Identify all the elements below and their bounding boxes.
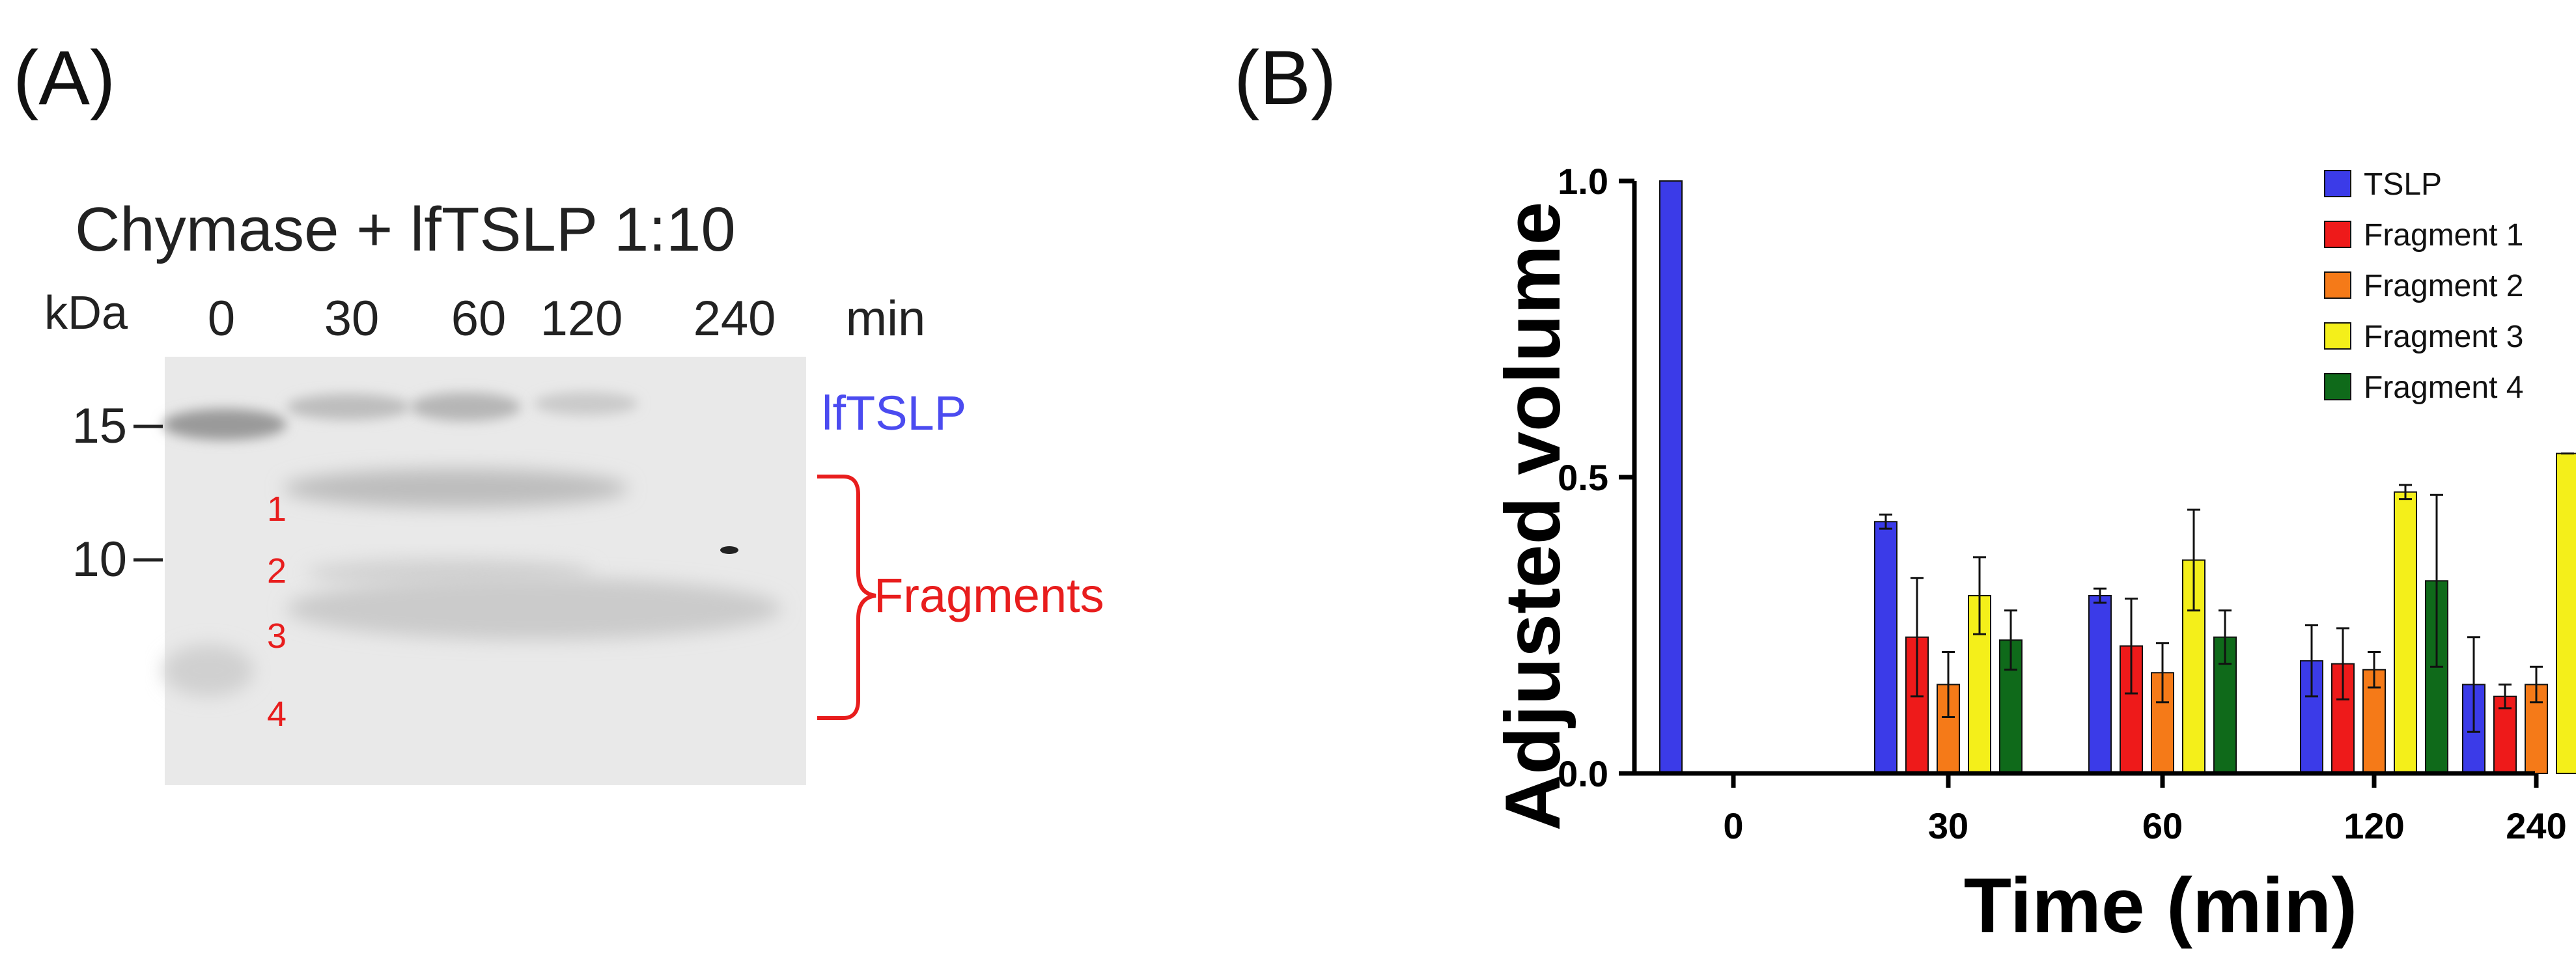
gel-fragment-1 [283,469,628,508]
legend-label: Fragment 2 [2364,269,2523,303]
panel-b-label: (B) [1234,35,1336,121]
legend-label: Fragment 3 [2364,320,2523,354]
y-tick-label: 1.0 [1558,161,1608,202]
error-bars [1879,452,2574,733]
legend-swatch [2324,221,2351,248]
fragment-number-3: 3 [267,617,287,656]
panel-b: (B) Adjusted volume Time (min) 0.0 0.5 1.0… [1234,35,2576,949]
blot-title: Chymase + lfTSLP 1:10 [75,195,736,264]
legend-label: Fragment 4 [2364,370,2523,405]
bar-chart: Adjusted volume Time (min) 0.0 0.5 1.0 0 30… [1489,161,2576,949]
gel-smear [163,644,254,697]
legend-swatch [2324,373,2351,400]
x-tick-label: 240 [2506,805,2566,846]
gel-band-lane-30 [287,394,410,420]
panel-a-label: (A) [13,35,115,121]
gel-band-lane-0 [163,409,287,440]
y-axis-label: Adjusted volume [1489,202,1576,831]
x-tick-label: 0 [1723,805,1743,846]
x-axis-label: Time (min) [1964,862,2358,949]
lane-label-0: 0 [208,291,235,346]
gel-fragment-3 [287,577,781,640]
x-tick-label: 120 [2344,805,2404,846]
bar [2556,452,2576,774]
gel-band-lane-120 [534,392,638,415]
x-tick-label: 60 [2142,805,2183,846]
band-label-lftslp: lfTSLP [822,386,966,440]
lane-label-240: 240 [693,291,776,346]
marker-10: 10 [72,532,127,587]
bar [2088,595,2112,774]
bar [2493,695,2517,774]
time-unit-label: min [846,291,925,346]
legend: TSLP Fragment 1 Fragment 2 Fragment 3 Fragme… [2324,167,2523,405]
fragments-label: Fragments [874,568,1104,622]
kda-label: kDa [44,287,128,339]
bar [2182,559,2205,775]
bar [1659,180,1683,774]
lane-label-60: 60 [451,291,507,346]
lane-label-120: 120 [540,291,623,346]
legend-swatch [2324,170,2351,197]
y-tick-label: 0.5 [1558,457,1608,498]
gel-band-lane-60 [410,393,521,421]
bar [2394,491,2417,774]
legend-swatch [2324,322,2351,350]
lane-label-30: 30 [324,291,380,346]
y-ticks: 0.0 0.5 1.0 [1558,161,1634,794]
fragments-bracket [817,475,876,720]
gel-dust [720,546,738,554]
bar [1874,521,1897,774]
fragment-number-2: 2 [267,551,287,590]
legend-label: Fragment 1 [2364,218,2523,253]
y-tick-label: 0.0 [1558,753,1608,794]
fragment-number-1: 1 [267,490,287,529]
legend-swatch [2324,271,2351,299]
gel-image [163,357,806,785]
fragment-number-4: 4 [267,695,287,734]
legend-label: TSLP [2364,167,2442,202]
x-ticks: 0 30 60 120 240 [1723,773,2567,846]
x-tick-label: 30 [1928,805,1968,846]
panel-a: (A) Chymase + lfTSLP 1:10 kDa 0 30 60 12… [13,35,1104,785]
marker-15: 15 [72,398,127,454]
